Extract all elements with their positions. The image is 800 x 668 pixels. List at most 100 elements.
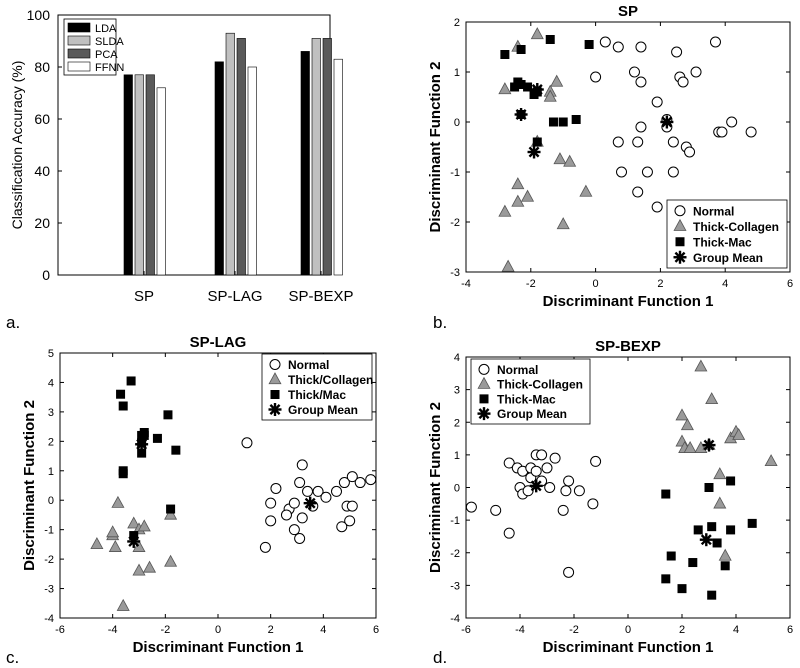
y-tick-label: 3 — [48, 407, 54, 419]
data-point — [563, 154, 577, 167]
asterisk-stroke — [128, 535, 140, 547]
y-tick-label: 60 — [34, 111, 50, 127]
data-point — [707, 590, 717, 600]
legend-marker — [477, 407, 491, 421]
legend-swatch — [67, 35, 91, 46]
data-point — [288, 497, 300, 509]
y-tick-label: 2 — [454, 417, 460, 429]
y-axis-label: Discriminant Function 2 — [21, 400, 38, 571]
y-tick-label: 1 — [454, 450, 460, 462]
chart-title: SP — [618, 3, 638, 20]
data-point — [320, 491, 332, 503]
data-point — [590, 455, 602, 467]
data-point — [543, 89, 557, 102]
data-point — [667, 136, 679, 148]
y-tick-label: -2 — [44, 554, 54, 566]
legend-marker — [478, 363, 490, 375]
legend-marker — [675, 237, 685, 247]
data-point — [549, 452, 561, 464]
data-point — [296, 512, 308, 524]
asterisk-stroke — [528, 146, 540, 158]
data-point — [616, 166, 628, 178]
data-point — [632, 186, 644, 198]
legend-label: LDA — [95, 23, 117, 35]
y-tick-label: -4 — [450, 613, 460, 625]
series-thick-collagen — [675, 359, 778, 561]
asterisk-stroke — [703, 439, 715, 451]
legend-label: Normal — [693, 204, 734, 218]
asterisk-stroke — [674, 251, 686, 263]
x-axis-label: Discriminant Function 1 — [543, 639, 714, 656]
data-point — [137, 519, 151, 532]
y-tick-label: 0 — [454, 117, 460, 129]
data-point — [270, 482, 282, 494]
data-point — [705, 392, 719, 405]
data-point — [108, 539, 122, 552]
data-point — [106, 525, 120, 538]
data-point — [163, 410, 173, 420]
legend-label: Normal — [497, 363, 538, 377]
data-point — [516, 45, 526, 54]
x-tick-label: 6 — [787, 278, 793, 290]
data-point — [579, 184, 593, 197]
bar — [145, 74, 155, 276]
data-point — [732, 427, 746, 440]
data-point — [501, 259, 515, 272]
x-tick-label: SP-LAG — [207, 288, 262, 305]
data-point — [716, 126, 728, 138]
data-point — [511, 177, 525, 190]
data-point — [344, 515, 356, 527]
legend-label: Thick-Mac — [693, 235, 752, 249]
data-point — [690, 66, 702, 78]
legend-label: FFNN — [95, 62, 124, 74]
bar — [300, 51, 310, 276]
data-point — [635, 76, 647, 88]
data-point — [693, 525, 703, 535]
data-point — [635, 41, 647, 53]
data-point — [164, 507, 178, 520]
y-tick-label: -1 — [44, 525, 54, 537]
legend-label: SLDA — [95, 36, 124, 48]
data-point — [280, 509, 292, 521]
data-point — [745, 126, 757, 138]
legend-swatch — [67, 48, 91, 59]
legend-label: Thick-Mac — [497, 392, 556, 406]
legend-label: Group Mean — [288, 403, 358, 417]
data-point — [677, 76, 689, 88]
data-point — [628, 66, 640, 78]
data-point — [127, 534, 141, 548]
data-point — [523, 82, 533, 92]
x-tick-label: -4 — [461, 278, 471, 290]
data-point — [135, 437, 149, 451]
data-point — [354, 477, 366, 489]
data-point — [294, 477, 306, 489]
data-point — [522, 485, 534, 497]
data-point — [660, 115, 674, 129]
data-point — [747, 518, 757, 528]
data-point — [336, 521, 348, 533]
series-normal — [241, 437, 377, 553]
data-point — [500, 50, 510, 59]
bar — [123, 74, 133, 276]
data-point — [550, 74, 564, 87]
data-point — [726, 476, 736, 486]
asterisk-stroke — [700, 534, 712, 546]
data-point — [632, 136, 644, 148]
data-point — [331, 485, 342, 497]
chart-title: SP-BEXP — [595, 338, 661, 355]
legend-swatch — [67, 61, 91, 72]
data-point — [680, 418, 694, 431]
data-point — [302, 485, 314, 497]
x-tick-label: 6 — [373, 624, 379, 636]
legend-marker — [270, 390, 280, 399]
data-point — [548, 117, 558, 127]
data-point — [111, 495, 125, 508]
data-point — [720, 561, 730, 571]
data-point — [490, 504, 502, 516]
data-point — [726, 525, 736, 535]
panel-label: b. — [433, 313, 447, 332]
legend-label: Thick-Collagen — [497, 378, 583, 392]
x-tick-label: -2 — [160, 624, 170, 636]
y-tick-label: -2 — [450, 217, 460, 229]
